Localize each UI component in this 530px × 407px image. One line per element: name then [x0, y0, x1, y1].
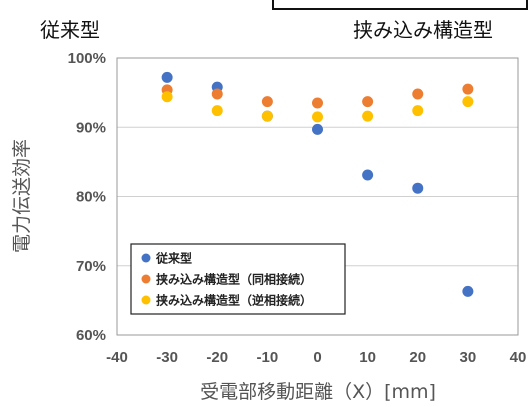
left-panel-label: 従来型 — [40, 18, 100, 42]
series-2-point — [462, 83, 474, 95]
series-1-point — [362, 169, 374, 181]
y-axis-title: 電力伝送効率 — [11, 139, 33, 253]
data-points — [161, 71, 474, 297]
series-3-point — [312, 111, 323, 123]
series-2-point — [261, 96, 273, 108]
legend-marker-1 — [141, 253, 151, 263]
y-tick-label: 60% — [76, 327, 106, 344]
x-tick-label: 10 — [359, 349, 376, 366]
y-tick-label: 100% — [68, 50, 106, 67]
x-tick-label: 0 — [313, 349, 321, 366]
x-tick-label: -40 — [106, 349, 128, 366]
legend-marker-3 — [141, 295, 151, 305]
series-3-point — [161, 91, 173, 103]
legend-box — [130, 243, 346, 315]
right-panel-label: 挟み込み構造型 — [353, 18, 493, 42]
top-frame-edge — [272, 0, 528, 10]
series-2-point — [412, 88, 424, 100]
x-tick-label: 20 — [409, 349, 426, 366]
series-1-point — [161, 71, 173, 83]
legend-label-2: 挟み込み構造型（同相接続） — [156, 272, 312, 287]
series-2-point — [312, 97, 323, 109]
x-tick-label: 40 — [510, 349, 527, 366]
x-tick-labels: -40 -30 -20 -10 0 10 20 30 40 — [106, 349, 526, 366]
plot-area-frame — [116, 57, 519, 336]
x-axis-title: 受電部移動距離（X）[mm] — [200, 381, 436, 403]
series-1-point — [412, 182, 424, 194]
series-2-point — [211, 88, 223, 100]
x-tick-label: 30 — [460, 349, 477, 366]
legend-label-1: 従来型 — [155, 251, 192, 266]
series-3-point — [211, 105, 223, 117]
x-tick-label: -30 — [156, 349, 178, 366]
series-3-point — [261, 110, 273, 122]
y-tick-label: 70% — [76, 258, 106, 275]
series-2-point — [362, 96, 374, 108]
series-1-point — [462, 285, 474, 297]
x-tick-label: -20 — [206, 349, 228, 366]
y-tick-labels: 60% 70% 80% 90% 100% — [68, 50, 106, 344]
series-3-point — [362, 110, 374, 122]
legend-marker-2 — [141, 274, 151, 284]
legend-label-3: 挟み込み構造型（逆相接続） — [156, 293, 312, 308]
y-tick-label: 90% — [76, 119, 106, 136]
series-1-point — [312, 123, 323, 135]
x-tick-label: -10 — [257, 349, 279, 366]
y-tick-label: 80% — [76, 189, 106, 206]
series-3-point — [462, 96, 474, 108]
series-3-point — [412, 105, 424, 117]
